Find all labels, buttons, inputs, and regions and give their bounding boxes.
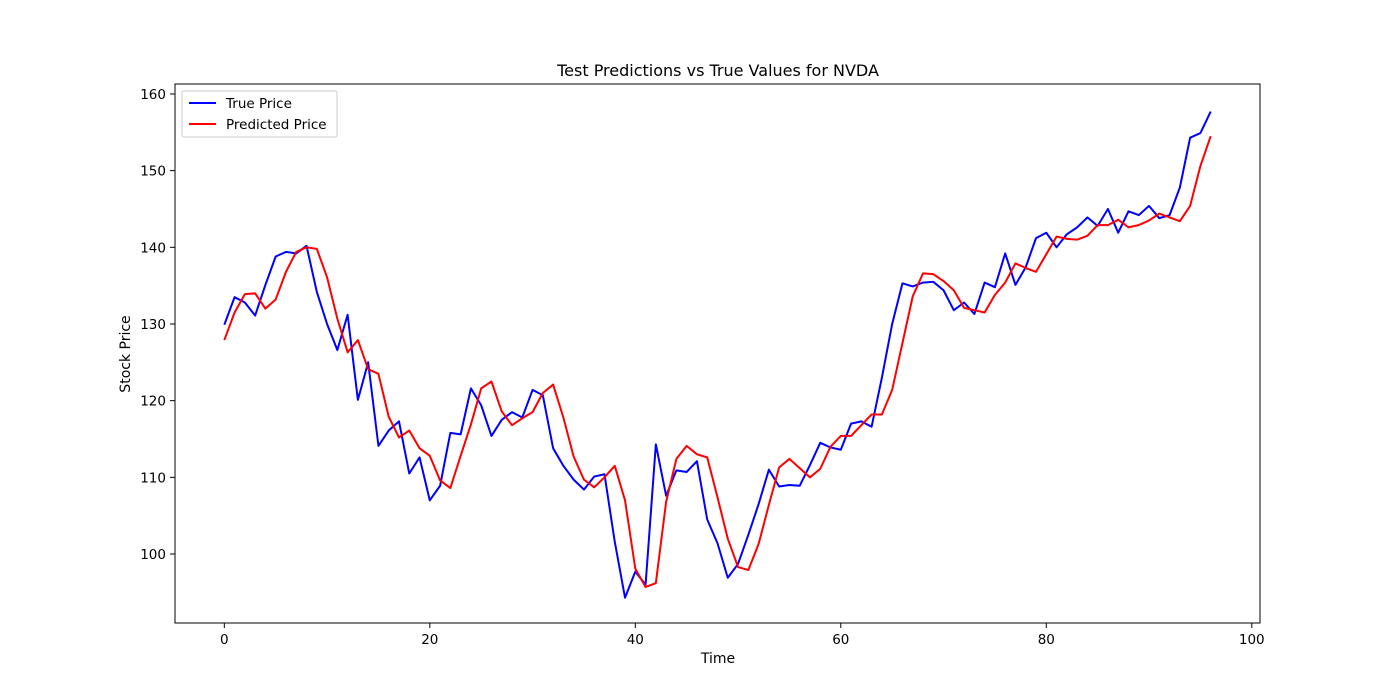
y-tick-label: 110 [140, 470, 166, 486]
x-tick-label: 40 [627, 632, 644, 648]
x-tick-label: 0 [220, 632, 229, 648]
series-line-predicted-price [223, 135, 1212, 588]
series-line-true-price [223, 111, 1212, 599]
y-tick-label: 120 [140, 394, 166, 410]
legend-box [181, 90, 338, 138]
y-axis: 100 110 120 130 140 150 160 [140, 87, 175, 563]
plot-area: 0 20 40 60 80 100 100 110 120 130 140 150 160 [140, 83, 1265, 648]
series-lines [223, 111, 1212, 599]
y-tick-label: 150 [140, 164, 166, 180]
x-axis-label: Time [700, 651, 735, 667]
y-axis-label: Stock Price [118, 315, 134, 392]
y-tick-label: 140 [140, 240, 166, 256]
axes-frame [174, 83, 1261, 624]
chart-title: Test Predictions vs True Values for NVDA [556, 61, 879, 80]
x-axis: 0 20 40 60 80 100 [220, 623, 1265, 648]
legend-label-true-price: True Price [225, 96, 292, 112]
x-tick-label: 80 [1038, 632, 1055, 648]
legend-label-predicted-price: Predicted Price [226, 117, 327, 133]
y-tick-label: 100 [140, 547, 166, 563]
y-tick-label: 160 [140, 87, 166, 103]
y-tick-label: 130 [140, 317, 166, 333]
legend: True Price Predicted Price [181, 90, 338, 138]
x-tick-label: 20 [421, 632, 438, 648]
x-tick-label: 60 [832, 632, 849, 648]
x-tick-label: 100 [1239, 632, 1265, 648]
